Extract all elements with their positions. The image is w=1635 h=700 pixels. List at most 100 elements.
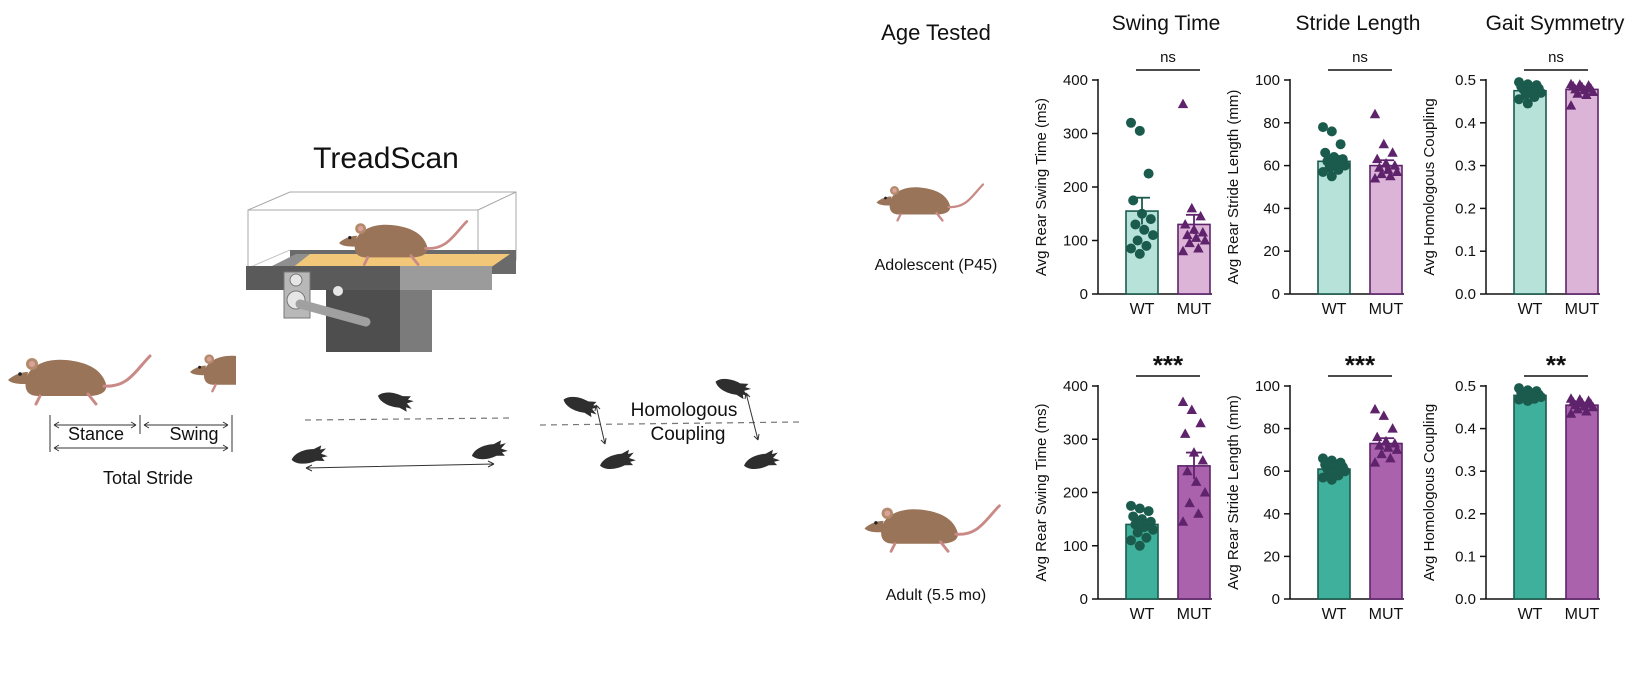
y-tick-label: 0.2 xyxy=(1455,506,1476,523)
mut-data-point xyxy=(1378,138,1389,149)
x-tick-label: WT xyxy=(1130,301,1155,318)
significance-label: ns xyxy=(1352,49,1368,66)
wt-data-point xyxy=(1141,240,1152,251)
x-tick-label: MUT xyxy=(1565,606,1600,623)
significance-label: *** xyxy=(1153,350,1184,380)
wt-data-point xyxy=(1132,235,1143,246)
mut-data-point xyxy=(1186,404,1197,414)
mut-data-point xyxy=(1565,100,1577,110)
coupling-label-line2: Coupling xyxy=(651,424,726,445)
wt-data-point xyxy=(1145,214,1156,225)
stride-length-diagram xyxy=(290,388,511,472)
x-tick-label: WT xyxy=(1130,606,1155,623)
mut-data-point xyxy=(1199,487,1211,497)
mut-data-point xyxy=(1387,423,1398,433)
mut-data-point xyxy=(1572,403,1583,414)
wt-data-point xyxy=(1134,540,1145,551)
x-tick-label: WT xyxy=(1322,606,1347,623)
wt-data-point xyxy=(1130,519,1141,530)
y-tick-label: 200 xyxy=(1063,179,1088,196)
adult-mouse-icon xyxy=(863,504,1001,553)
mut-data-point xyxy=(1383,442,1394,452)
mut-data-point xyxy=(1193,243,1204,253)
total-stride-label: Total Stride xyxy=(103,468,193,488)
wt-data-point xyxy=(1522,395,1533,406)
y-tick-label: 200 xyxy=(1063,485,1088,502)
mut-data-point xyxy=(1180,428,1191,438)
y-tick-label: 60 xyxy=(1263,158,1280,175)
mut-data-point xyxy=(1184,237,1195,248)
wt-data-point xyxy=(1143,168,1154,179)
wt-data-point xyxy=(1126,500,1136,511)
y-tick-label: 60 xyxy=(1263,463,1280,480)
y-axis-label: Avg Rear Swing Time (ms) xyxy=(1033,98,1050,276)
significance-label: ns xyxy=(1548,49,1564,66)
wt-data-point xyxy=(1522,98,1533,109)
age-tested-header: Age Tested xyxy=(881,20,991,45)
mut-data-point xyxy=(1191,232,1202,242)
mut-data-point xyxy=(1180,218,1191,229)
y-tick-label: 0 xyxy=(1080,286,1088,303)
paw-print-icon xyxy=(598,448,637,474)
paw-print-icon xyxy=(290,444,329,468)
y-tick-label: 0.5 xyxy=(1455,378,1476,395)
mut-data-point xyxy=(1369,108,1381,119)
mut-data-point xyxy=(1177,516,1189,526)
y-tick-label: 0 xyxy=(1272,286,1280,303)
y-tick-label: 100 xyxy=(1255,72,1280,89)
wt-bar xyxy=(1317,160,1351,295)
x-tick-label: WT xyxy=(1518,301,1543,318)
mut-data-point xyxy=(1199,235,1211,245)
column-title-gait-symmetry: Gait Symmetry xyxy=(1486,12,1625,35)
y-axis-label: Avg Homologous Coupling xyxy=(1421,404,1438,581)
coupling-diagram: Homologous Coupling xyxy=(539,374,801,474)
stride-diagram: Stance Swing Total Stride xyxy=(49,415,233,488)
mut-data-point xyxy=(1376,168,1387,179)
wt-data-point xyxy=(1134,248,1145,259)
wt-data-point xyxy=(1529,92,1540,103)
mut-data-point xyxy=(1372,153,1383,164)
mut-data-point xyxy=(1177,245,1189,256)
y-tick-label: 400 xyxy=(1063,378,1088,395)
mut-data-point xyxy=(1193,508,1204,518)
wt-bar xyxy=(1513,394,1547,600)
y-tick-label: 100 xyxy=(1255,378,1280,395)
mut-data-point xyxy=(1376,448,1387,459)
paw-print-icon xyxy=(561,392,601,419)
wt-data-point xyxy=(1318,472,1328,483)
y-tick-label: 300 xyxy=(1063,431,1088,448)
adult-label: Adult (5.5 mo) xyxy=(886,587,986,604)
wt-data-point xyxy=(1126,243,1136,254)
y-tick-label: 40 xyxy=(1263,200,1280,217)
mut-data-point xyxy=(1565,408,1577,418)
wt-data-point xyxy=(1141,532,1152,543)
mut-data-point xyxy=(1195,417,1206,428)
y-tick-label: 400 xyxy=(1063,72,1088,89)
wt-data-point xyxy=(1326,474,1337,485)
x-tick-label: MUT xyxy=(1565,301,1600,318)
mut-data-point xyxy=(1572,88,1583,98)
wt-data-point xyxy=(1126,535,1136,546)
bar-chart: 0 100 200 300 400 Avg Rear Swing Time (ms) WT M… xyxy=(1033,350,1212,623)
wt-data-point xyxy=(1134,125,1145,136)
treadmill-icon xyxy=(246,191,517,352)
bar-chart: 0 100 200 300 400 Avg Rear Swing Time (ms) WT M… xyxy=(1033,49,1212,318)
wt-data-point xyxy=(1139,224,1150,235)
x-tick-label: MUT xyxy=(1177,301,1212,318)
y-tick-label: 0.0 xyxy=(1455,286,1476,303)
mut-data-point xyxy=(1191,476,1202,486)
wt-data-point xyxy=(1128,511,1139,522)
wt-data-point xyxy=(1318,167,1328,178)
adolescent-label: Adolescent (P45) xyxy=(875,257,998,274)
y-tick-label: 0.0 xyxy=(1455,591,1476,608)
wt-data-point xyxy=(1148,230,1158,241)
wt-data-point xyxy=(1326,126,1337,137)
y-tick-label: 0.1 xyxy=(1455,548,1476,565)
y-axis-label: Avg Homologous Coupling xyxy=(1421,98,1438,275)
mut-data-point xyxy=(1374,440,1385,450)
coupling-label-line1: Homologous xyxy=(631,400,738,421)
wt-data-point xyxy=(1318,122,1328,133)
wt-data-point xyxy=(1148,524,1158,535)
mut-data-point xyxy=(1581,406,1592,416)
